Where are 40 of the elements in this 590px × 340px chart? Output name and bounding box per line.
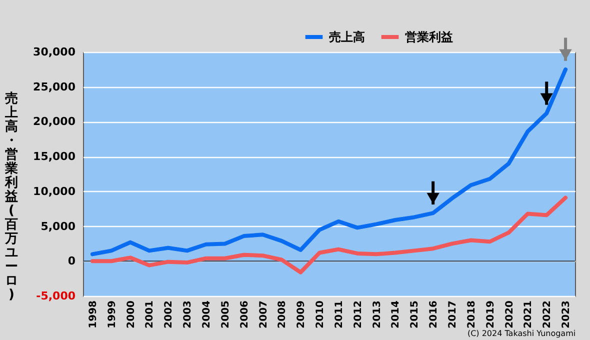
y-tick-label: 10,000 [33,184,76,198]
y-tick-label: 0 [68,254,76,268]
x-tick-label: 2010 [315,300,326,328]
x-tick-label: 2004 [202,300,212,328]
x-tick-label: 2013 [372,300,383,328]
x-tick-label: 2014 [390,300,402,328]
x-tick-label: 2000 [126,300,137,328]
x-tick-label: 2006 [239,300,250,328]
x-tick-label: 2016 [428,300,440,328]
x-tick-label: 2022 [542,300,554,328]
line-series [90,67,568,256]
x-tick-label: 2020 [504,300,516,328]
y-tick-label: 5,000 [40,220,76,233]
legend-label: 売上高 [329,30,365,44]
x-tick-label: 1999 [106,300,118,328]
x-tick-label: 2008 [277,300,288,328]
line-series [90,196,568,274]
x-tick-label: 2011 [334,300,345,328]
x-tick-label: 2021 [523,300,534,328]
y-tick-label: 20,000 [33,115,76,128]
x-tick-label: 2001 [144,300,156,328]
x-tick-label: 2012 [352,300,364,328]
y-tick-label: -5,000 [36,290,76,302]
x-tick-label: 2023 [561,300,572,328]
x-tick-label: 2015 [410,300,421,328]
x-tick-label: 2017 [448,300,458,328]
x-tick-label: 2003 [182,300,194,328]
x-tick-label: 2019 [485,300,496,328]
x-tick-label: 2009 [296,300,308,328]
x-tick-label: 2007 [258,300,270,328]
legend-label: 営業利益 [405,30,453,44]
x-tick-label: 2018 [466,300,478,328]
x-tick-label: 2002 [164,300,175,328]
text: (C) 2024 Takashi Yunogami [467,328,576,338]
y-tick-label: 30,000 [33,46,76,58]
x-tick-label: 2005 [220,300,232,328]
x-tick-label: 1998 [88,300,99,328]
y-tick-label: 25,000 [33,80,76,94]
text: 売上高・営業利益(百万ユーロ) [5,92,18,302]
y-tick-label: 15,000 [33,150,76,164]
